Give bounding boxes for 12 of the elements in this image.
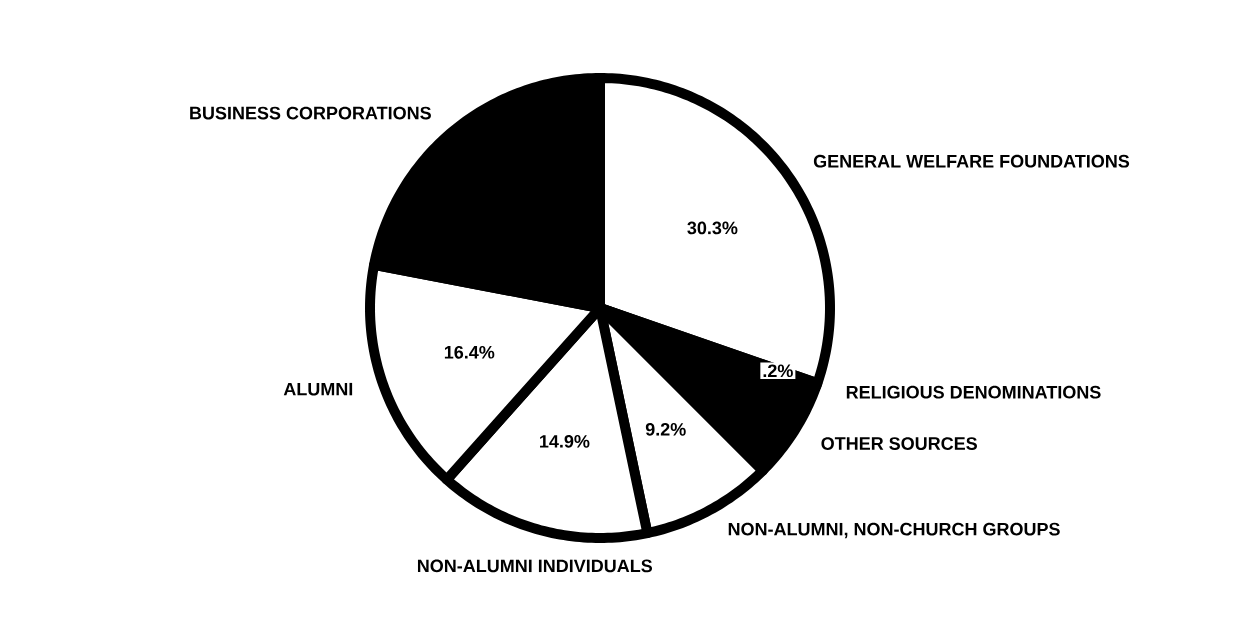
slice-label: NON-ALUMNI INDIVIDUALS: [417, 559, 653, 573]
data-label: 9.2%: [645, 422, 686, 436]
slice-label: RELIGIOUS DENOMINATIONS: [846, 385, 1101, 399]
data-label: 14.9%: [540, 434, 590, 448]
data-label: 16.4%: [444, 345, 495, 359]
slice-label: ALUMNI: [283, 382, 353, 396]
data-label: 30.3%: [687, 221, 738, 235]
slice-label: NON-ALUMNI, NON-CHURCH GROUPS: [728, 522, 1060, 539]
data-label: .2%: [763, 364, 793, 378]
slice-label: OTHER SOURCES: [821, 437, 977, 450]
slice-label: BUSINESS CORPORATIONS: [190, 106, 431, 120]
slice-label: GENERAL WELFARE FOUNDATIONS: [813, 154, 1130, 168]
